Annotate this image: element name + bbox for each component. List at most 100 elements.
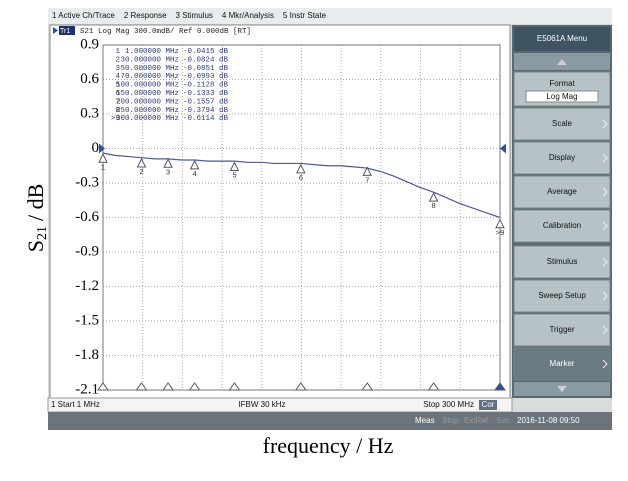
menu-title: E5061A Menu (537, 34, 587, 43)
cor-badge-bg (479, 400, 497, 410)
marker-table-frequency: 150.000000 MHz (116, 90, 179, 98)
trace-badge: Tr1 (60, 28, 70, 35)
marker-table-value: -0.1557 dB (183, 98, 229, 106)
marker-table-value: -0.6114 dB (183, 115, 229, 123)
softkey[interactable] (513, 279, 611, 313)
marker-label: 2 (139, 169, 144, 177)
y-tick-label: 0 (92, 140, 100, 156)
y-tick-label: -0.3 (75, 174, 99, 190)
trace-badge-bg (59, 26, 75, 35)
softkey-arrow (602, 359, 608, 369)
menu-item[interactable]: 4 Mkr/Analysis (222, 11, 274, 20)
marker-table-frequency: 1.000000 MHz (125, 48, 179, 56)
active-indicator (53, 27, 58, 34)
marker-table-number: >9 (111, 115, 120, 123)
softkey[interactable] (513, 347, 611, 381)
marker-table-frequency: 100.000000 MHz (116, 82, 179, 90)
softkey-format-label: Format (549, 79, 575, 88)
menu-item[interactable]: 3 Stimulus (176, 11, 213, 20)
axis-marker (361, 382, 374, 391)
marker-table-frequency: 50.000000 MHz (120, 65, 179, 73)
marker-table-frequency: 250.000000 MHz (116, 107, 179, 115)
marker-table-number: 7 (115, 98, 120, 106)
y-tick-label: -1.2 (75, 278, 99, 294)
axis-marker (97, 382, 109, 391)
scroll-up-arrow (557, 59, 567, 65)
softkey-arrow (602, 257, 608, 267)
softkey-arrow (602, 291, 608, 301)
y-axis-label-part: 21 (35, 226, 50, 240)
axis-marker (494, 382, 506, 391)
trace-header: S21 Log Mag 300.0mdB/ Ref 0.000dB [RT] (80, 28, 251, 36)
marker-table-value: -0.1333 dB (183, 90, 229, 98)
marker (229, 161, 240, 171)
status-bar (48, 412, 612, 430)
status-item: 2016-11-08 09:50 (517, 416, 580, 425)
softkey-label: Sweep Setup (538, 291, 586, 300)
y-axis-label-part: / dB (23, 184, 48, 221)
ref-marker-right (500, 143, 506, 154)
marker-table-frequency: 200.000000 MHz (116, 98, 179, 106)
marker-table-frequency: 70.000000 MHz (120, 73, 179, 81)
status-item: Stop (442, 416, 459, 425)
axis-marker (228, 382, 241, 391)
status-item: Svc (496, 416, 509, 425)
menu-bar (48, 8, 612, 24)
marker-table-value: -0.0851 dB (183, 65, 229, 73)
y-tick-label: 0.3 (80, 105, 99, 121)
marker-label: 5 (232, 172, 237, 180)
status-item: ExtRef (464, 416, 489, 425)
marker (98, 153, 108, 163)
marker-table-number: 2 (115, 56, 120, 64)
axis-marker (162, 382, 175, 391)
menu-item[interactable]: 1 Active Ch/Trace (52, 11, 115, 20)
softkey-arrow (602, 187, 608, 197)
menu-item[interactable]: 2 Response (124, 11, 167, 20)
sweep-stop: Stop 300 MHz (423, 400, 474, 409)
marker-table-value: -0.0415 dB (183, 48, 229, 56)
x-axis-label: frequency / Hz (263, 433, 394, 458)
softkey[interactable] (513, 313, 611, 347)
softkey-arrow (602, 119, 608, 129)
y-tick-label: 0.9 (80, 36, 99, 52)
marker-table-number: 3 (115, 65, 120, 73)
menu-item[interactable]: 5 Instr State (283, 11, 327, 20)
marker-table-value: -0.0993 dB (183, 73, 229, 81)
y-axis-label: S21 / dB (23, 184, 50, 253)
ifbw: IFBW 30 kHz (238, 400, 285, 409)
format-value-bg (525, 90, 599, 103)
marker (362, 166, 373, 176)
softkey-label: Marker (550, 359, 575, 368)
y-tick-label: -0.6 (75, 209, 99, 225)
marker-table-value: -0.3794 dB (183, 107, 229, 115)
marker (136, 157, 147, 168)
softkey-label: Trigger (549, 325, 574, 334)
softkey-label: Calibration (543, 221, 581, 230)
marker-table-number: 6 (115, 90, 120, 98)
axis-marker (135, 382, 148, 391)
softkey-label: Display (549, 153, 575, 162)
menu-title-bg (514, 27, 610, 51)
marker-table-value: -0.1128 dB (183, 82, 229, 90)
softkey[interactable] (513, 209, 611, 243)
marker-label: >9 (495, 230, 504, 238)
marker (163, 158, 173, 168)
marker-table-number: 1 (115, 48, 120, 56)
softkey[interactable] (513, 107, 611, 141)
softkey[interactable] (513, 175, 611, 209)
y-tick-label: -1.8 (75, 347, 99, 363)
softkey[interactable] (513, 141, 611, 175)
marker (189, 159, 200, 170)
marker-label: 4 (192, 171, 197, 179)
softkey-label: Scale (552, 119, 573, 128)
axis-marker (188, 382, 201, 391)
y-tick-label: -0.9 (75, 243, 99, 259)
plot-window (49, 24, 511, 399)
marker-table-value: -0.0824 dB (183, 56, 229, 64)
scroll-down-arrow (557, 386, 567, 392)
y-tick-label: -1.5 (75, 312, 99, 328)
softkey[interactable] (513, 245, 611, 279)
sweep-start: 1 Start 1 MHz (51, 400, 100, 409)
axis-marker (294, 382, 307, 391)
y-tick-label: -2.1 (75, 381, 99, 397)
